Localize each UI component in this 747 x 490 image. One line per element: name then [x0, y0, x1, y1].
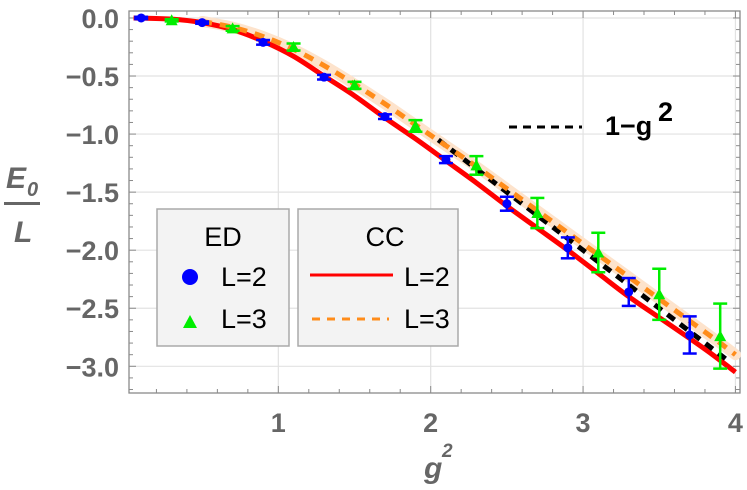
triangle-marker-icon [592, 246, 605, 258]
legend-cc: CC L=2 L=3 [297, 208, 459, 347]
triangle-marker-icon [653, 288, 666, 300]
triangle-marker-icon [470, 159, 483, 171]
y-tick-label: −2.5 [66, 294, 119, 324]
y-tick-label: −3.0 [66, 352, 119, 382]
y-tick-label: −1.0 [66, 120, 119, 150]
legend-cc-box [297, 208, 459, 347]
reference-curve-annotation: 1−g 2 [509, 97, 673, 141]
legend-cc-title: CC [366, 222, 405, 252]
triangle-marker-icon [348, 79, 361, 91]
y-axis-title: E 0 L [4, 162, 40, 249]
circle-marker-icon [380, 112, 390, 122]
x-axis-title: g 2 [423, 441, 453, 485]
circle-marker-icon [502, 199, 512, 209]
y-axis-title-subscript: 0 [27, 179, 38, 201]
plot-frame [128, 10, 741, 394]
triangle-marker-icon [183, 315, 197, 328]
x-tick-label: 1 [271, 408, 286, 438]
y-tick-label: −2.0 [66, 236, 119, 266]
data-markers [134, 13, 728, 370]
y-tick-label: 0.0 [81, 4, 119, 34]
y-tick-label: −1.5 [66, 178, 119, 208]
y-axis-title-fraction-bar [4, 202, 40, 205]
triangle-marker-icon [531, 207, 544, 219]
legend-ed-box [156, 208, 290, 347]
x-tick-label: 2 [423, 408, 438, 438]
legend-ed: ED L=2 L=3 [156, 208, 290, 347]
triangle-marker-icon [226, 22, 239, 34]
x-axis-title-base: g [423, 452, 442, 485]
y-tick-labels: 0.0 −0.5 −1.0 −1.5 −2.0 −2.5 −3.0 [66, 4, 119, 382]
x-tick-label: 4 [728, 408, 743, 438]
legend-ed-l2-label: L=2 [221, 262, 267, 292]
circle-marker-icon [685, 330, 695, 340]
circle-marker-icon [197, 18, 207, 28]
annotation-label: 1−g [605, 111, 652, 141]
y-tick-label: −0.5 [66, 62, 119, 92]
legend-ed-title: ED [204, 222, 242, 252]
axis-ticks [129, 11, 740, 393]
x-tick-labels: 1 2 3 4 [271, 408, 743, 438]
plot-border [128, 10, 741, 394]
triangle-marker-icon [287, 40, 300, 52]
x-tick-label: 3 [576, 408, 591, 438]
legend-ed-l3-label: L=3 [221, 304, 267, 334]
triangle-marker-icon [714, 330, 727, 342]
annotation-superscript: 2 [658, 97, 673, 127]
circle-marker-icon [563, 243, 573, 253]
circle-marker-icon [441, 155, 451, 165]
circle-marker-icon [319, 72, 329, 82]
reference-1-minus-g2-curve [436, 137, 733, 365]
circle-marker-icon [258, 37, 268, 47]
x-axis-title-superscript: 2 [441, 441, 453, 462]
legend-cc-l3-label: L=3 [404, 304, 450, 334]
circle-marker-icon [624, 287, 634, 297]
circle-marker-icon [136, 13, 146, 23]
legend-cc-l2-label: L=2 [404, 262, 450, 292]
y-axis-title-denominator: L [14, 216, 32, 249]
y-axis-title-numerator: E [6, 162, 27, 195]
triangle-marker-icon [409, 119, 422, 131]
circle-marker-icon [182, 269, 198, 285]
triangle-marker-icon [165, 14, 178, 26]
